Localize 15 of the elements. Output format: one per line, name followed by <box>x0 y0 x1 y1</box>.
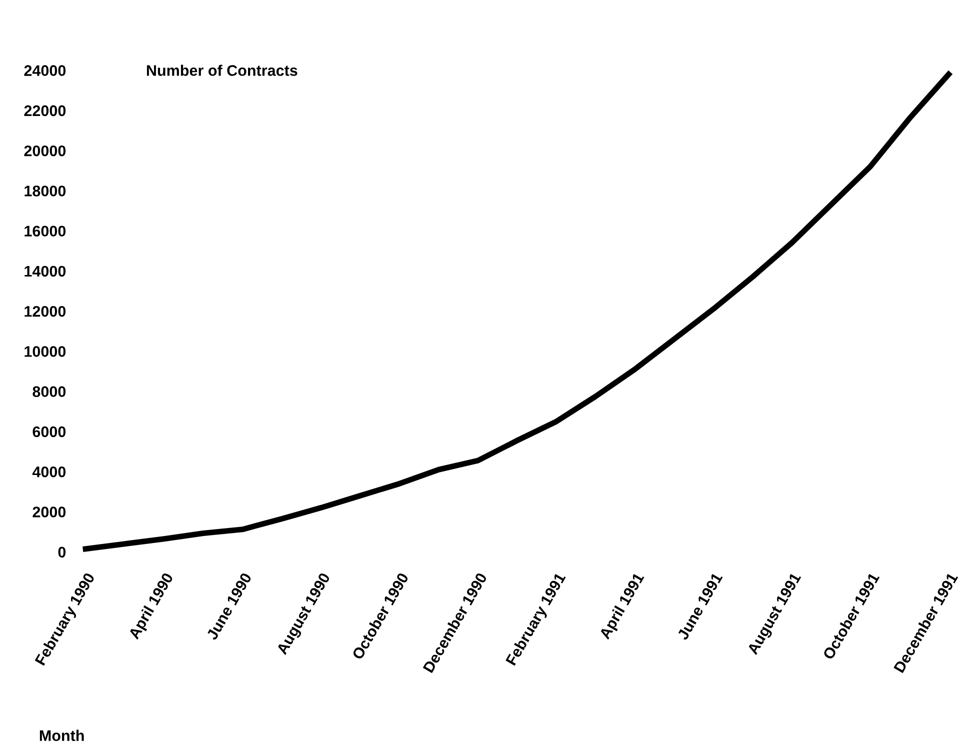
y-tick-label: 12000 <box>24 306 66 317</box>
y-tick-label: 16000 <box>24 226 66 237</box>
y-tick-label: 8000 <box>32 386 66 398</box>
y-tick-label: 20000 <box>24 145 66 156</box>
y-tick-label: 0 <box>58 546 66 558</box>
x-axis-title: Month <box>40 730 84 742</box>
y-tick-label: 4000 <box>32 466 66 478</box>
y-tick-label: 2000 <box>32 506 66 518</box>
y-tick-label: 10000 <box>24 346 66 357</box>
y-tick-label: 6000 <box>32 426 66 438</box>
y-axis-title: Number of Contracts <box>146 64 298 76</box>
y-tick-label: 18000 <box>24 186 66 196</box>
y-tick-label: 24000 <box>24 65 66 76</box>
y-tick-label: 14000 <box>24 266 66 277</box>
y-tick-label: 22000 <box>24 105 66 116</box>
